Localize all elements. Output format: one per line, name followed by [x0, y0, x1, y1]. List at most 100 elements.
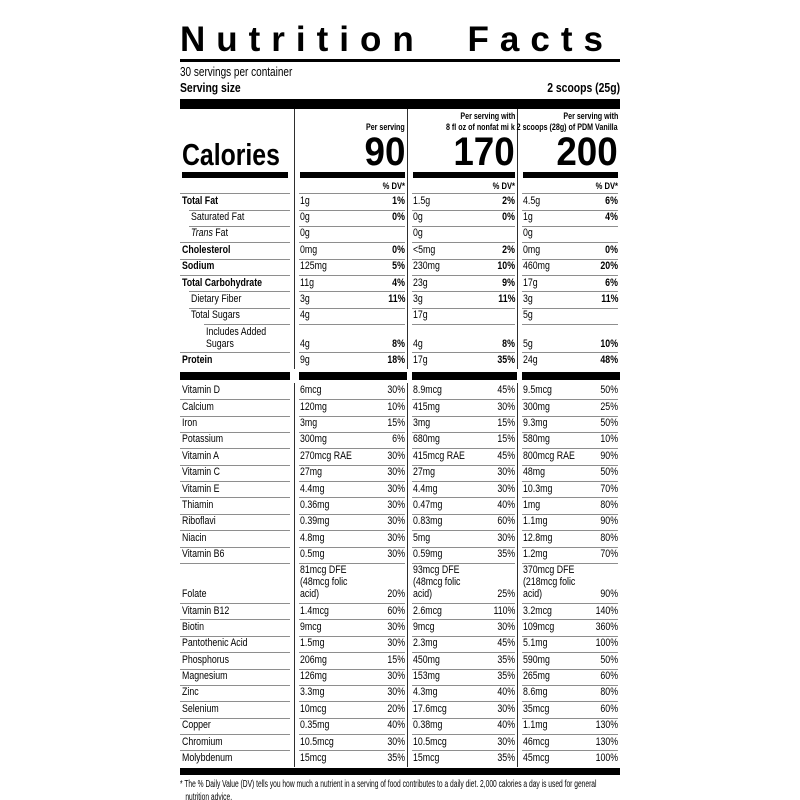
calories-header-row: Calories Per serving 90 Per serving with…	[180, 109, 620, 181]
percent-dv: 30%	[497, 735, 515, 748]
nutrient-value-cell: 5mg 30%	[407, 530, 517, 547]
nutrient-label-cell: Saturated Fat	[189, 209, 290, 226]
nutrient-label-cell: Riboflavi	[180, 513, 290, 530]
nutrient-label: Magnesium	[182, 670, 228, 683]
amount-value: 153mg	[413, 670, 440, 683]
nutrient-value-cell: 9.5mcg 50%	[517, 382, 620, 400]
nutrient-label-cell: Sodium	[180, 258, 290, 275]
nutrient-row: Vitamin D 6mcg 30% 8.9mcg 45% 9.5mcg 50%	[180, 382, 620, 400]
nutrient-label-cell: Cholesterol	[180, 242, 290, 258]
amount-value: 4g	[300, 337, 310, 350]
nutrient-value-cell: 580mg 10%	[517, 431, 620, 449]
nutrient-row: Magnesium 126mg 30% 153mg 35% 265mg 60%	[180, 668, 620, 685]
calories-underline-bar	[413, 172, 515, 179]
amount-value: 4.3mg	[413, 686, 438, 699]
amount-value: 0g	[413, 227, 423, 240]
amount-value: 126mg	[300, 670, 327, 683]
percent-dv: 50%	[600, 417, 618, 430]
calories-underline-bar	[182, 172, 288, 179]
amount-value: 450mg	[413, 653, 440, 666]
percent-dv: 360%	[595, 620, 618, 633]
amount-value: 23g	[413, 276, 428, 289]
amount-value: 3g	[413, 292, 423, 305]
nutrient-label: Vitamin B12	[182, 604, 230, 617]
calories-value: 200	[556, 130, 618, 174]
percent-dv: 60%	[600, 670, 618, 683]
percent-dv: 60%	[497, 515, 515, 528]
nutrient-value-cell: 300mg 25%	[517, 399, 620, 416]
amount-value: 9.3mg	[523, 417, 548, 430]
amount-value: 109mcg	[523, 620, 555, 633]
nutrient-value-cell: 8.9mcg 45%	[407, 382, 517, 400]
amount-value: 0.59mg	[413, 548, 443, 561]
nutrient-value-cell: 15mcg 35%	[294, 750, 407, 767]
percent-dv: 90%	[600, 449, 618, 462]
percent-dv: 35%	[497, 751, 515, 764]
percent-dv-header-row: % DV* % DV* % DV*	[180, 180, 620, 194]
nutrient-label: Total Sugars	[191, 309, 240, 322]
amount-value: 415mcg RAE	[413, 449, 465, 462]
nutrient-label: Zinc	[182, 686, 199, 699]
amount-value: 0.36mg	[300, 498, 330, 511]
column-per-serving-header: Per serving 90	[294, 109, 407, 181]
nutrient-value-cell: 6mcg 30%	[294, 382, 407, 400]
nutrient-value-cell: 270mcg RAE 30%	[294, 448, 407, 465]
nutrient-value-cell: 4g 8%	[407, 324, 517, 353]
calories-header-label-cell: Calories	[180, 109, 290, 180]
amount-value: 580mg	[523, 433, 550, 446]
nutrient-value-cell: 4g 8%	[294, 324, 407, 353]
percent-dv: 10%	[600, 337, 618, 350]
nutrient-label: Protein	[182, 353, 213, 366]
nutrient-label: Total Carbohydrate	[182, 276, 263, 289]
amount-value: 12.8mg	[523, 531, 553, 544]
nutrient-row: Total Sugars 4g 17g 5g	[180, 307, 620, 325]
nutrient-value-cell: 17.6mcg 30%	[407, 701, 517, 718]
nutrient-row: Iron 3mg 15% 3mg 15% 9.3mg 50%	[180, 415, 620, 432]
amount-value: 10mcg	[300, 702, 327, 715]
percent-dv: 11%	[387, 292, 405, 305]
nutrient-value-cell: 81mcg DFE (48mcg folic acid) 20%	[294, 562, 407, 604]
amount-value: 17g	[523, 276, 538, 289]
amount-value: 3.3mg	[300, 686, 325, 699]
nutrient-label-cell: Vitamin C	[180, 464, 290, 481]
nutrient-label-cell: Potassium	[180, 431, 290, 448]
nutrient-value-cell: 1.5mg 30%	[294, 635, 407, 653]
nutrient-value-cell: 10.5mcg 30%	[294, 734, 407, 751]
percent-dv: 20%	[387, 588, 405, 601]
nutrient-value-cell: 450mg 35%	[407, 652, 517, 669]
amount-value: 3mg	[413, 417, 431, 430]
amount-value: 0g	[300, 227, 310, 240]
nutrient-value-cell: 9.3mg 50%	[517, 415, 620, 432]
nutrient-label: Vitamin A	[182, 449, 220, 462]
nutrient-value-cell: <5mg 2%	[407, 242, 517, 259]
nutrient-row: Saturated Fat 0g 0% 0g 0% 1g 4%	[180, 209, 620, 226]
nutrient-value-cell: 8.6mg 80%	[517, 684, 620, 702]
amount-value: 15mcg	[300, 751, 327, 764]
thick-divider-bottom	[180, 767, 620, 775]
label-title: Nutrition Facts	[180, 22, 620, 62]
amount-value: 81mcg DFE (48mcg folic acid)	[300, 564, 348, 601]
nutrient-label-cell: Chromium	[180, 734, 290, 750]
percent-dv: 2%	[502, 243, 515, 256]
percent-dv: 70%	[600, 482, 618, 495]
percent-dv: 30%	[497, 482, 515, 495]
nutrient-label: Total Fat	[182, 194, 219, 207]
percent-dv: 110%	[493, 604, 515, 617]
percent-dv: 80%	[600, 531, 618, 544]
percent-dv: 25%	[600, 400, 618, 413]
nutrient-value-cell: 0.35mg 40%	[294, 717, 407, 735]
amount-value: 0mg	[523, 243, 541, 256]
nutrient-row: Vitamin E 4.4mg 30% 4.4mg 30% 10.3mg 70%	[180, 481, 620, 498]
amount-value: 0.5mg	[300, 548, 325, 561]
amount-value: 9mcg	[413, 620, 435, 633]
amount-value: 4g	[413, 337, 423, 350]
dv-header-empty-cell	[180, 180, 290, 193]
nutrient-label-cell: Protein	[180, 352, 290, 368]
amount-value: 0.47mg	[413, 498, 443, 511]
column-header-text: Per serving with 8 fl oz of nonfat mi k	[446, 111, 515, 134]
micronutrient-rows: Vitamin D 6mcg 30% 8.9mcg 45% 9.5mcg 50% Calciu…	[180, 382, 620, 767]
percent-dv: 30%	[387, 384, 405, 397]
nutrient-value-cell: 0g	[407, 225, 517, 243]
nutrient-value-cell: 1g 1%	[294, 193, 407, 210]
